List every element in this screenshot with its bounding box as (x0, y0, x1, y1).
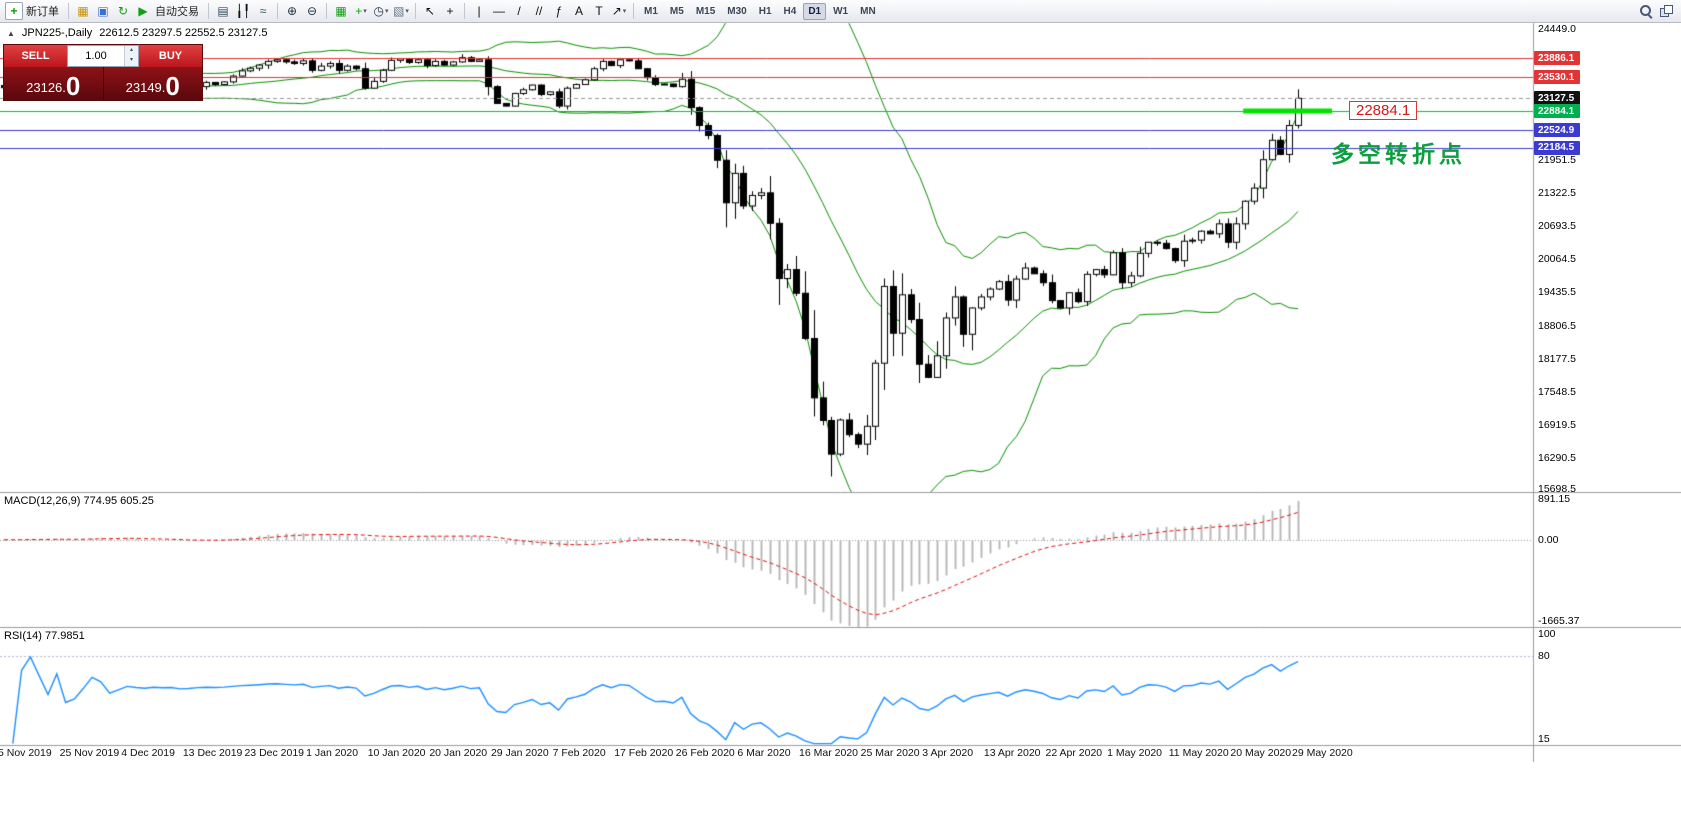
timeframe-button-MN[interactable]: MN (860, 5, 876, 17)
buy-price-big: 0 (165, 71, 180, 101)
volume-stepper: ▴ ▾ (67, 45, 139, 67)
period-icon[interactable]: ◷ ▾ (373, 4, 389, 18)
templates-icon[interactable]: ▧ ▾ (393, 4, 409, 18)
timeframe-button-H4[interactable]: H4 (783, 5, 797, 17)
vertical-line-icon[interactable]: | (477, 4, 481, 18)
sell-button[interactable]: SELL (4, 45, 67, 67)
timeframe-button-M5[interactable]: M5 (669, 5, 684, 17)
buy-button[interactable]: BUY (139, 45, 202, 67)
toolbar-separator (68, 3, 69, 19)
macd-indicator-label: MACD(12,26,9) 774.95 605.25 (4, 495, 154, 507)
arrows-icon[interactable]: ↗ ▾ (611, 4, 627, 18)
main-toolbar: + 新订单 ▦ ▣ ↻ ▶ 自动交易 ▤ ╽╿ ≈ ⊕ ⊖ ▦ + ▾ ◷ ▾ ▧ ▾ ↖ + | — ///ƒ A T ↗ ▾ M1 M… (0, 0, 1681, 23)
new-order-icon[interactable]: + (5, 2, 23, 20)
profiles-icon[interactable]: ▣ (97, 4, 109, 18)
search-icon[interactable] (1638, 3, 1656, 19)
rsi-indicator-label: RSI(14) 77.9851 (4, 630, 85, 642)
symbol-info-bar: ▲ JPN225-,Daily 22612.5 23297.5 22552.5 … (7, 27, 267, 39)
toolbar-separator (208, 3, 209, 19)
price-level-annotation: 22884.1 (1349, 101, 1418, 121)
timeframe-button-H1[interactable]: H1 (758, 5, 772, 17)
autotrading-label[interactable]: 自动交易 (155, 6, 199, 18)
toolbar-separator (415, 3, 416, 19)
grid-icon[interactable]: ▦ (335, 4, 347, 18)
sell-price-big: 0 (65, 71, 81, 101)
timeframe-button-M30[interactable]: M30 (727, 5, 747, 17)
chart-ohlc-values: 22612.5 23297.5 22552.5 23127.5 (99, 27, 268, 39)
bar-chart-icon[interactable]: ▤ (217, 4, 229, 18)
zoom-in-icon[interactable]: ⊕ (286, 4, 298, 18)
volume-input[interactable] (68, 46, 124, 66)
cursor-icon[interactable]: ↖ (424, 4, 436, 18)
new-order-label[interactable]: 新订单 (26, 6, 59, 18)
crosshair-icon[interactable]: + (446, 4, 454, 18)
horizontal-line-icon[interactable]: — (493, 4, 505, 18)
sell-price[interactable]: 23126. 0 (4, 67, 103, 100)
trade-panel-divider (102, 67, 104, 100)
sell-price-small: 23126. (26, 80, 66, 95)
line-chart-icon[interactable]: ≈ (259, 4, 267, 18)
autotrading-play-icon[interactable]: ▶ (138, 4, 148, 18)
turning-point-annotation: 多空转折点 (1331, 141, 1466, 168)
timeframe-button-M15[interactable]: M15 (695, 5, 716, 17)
timeframe-button-D1[interactable]: D1 (803, 2, 827, 20)
timeframe-button-M1[interactable]: M1 (644, 5, 658, 17)
trendline-icon[interactable]: / (517, 4, 521, 18)
toolbar-separator (464, 3, 465, 19)
chart-title: JPN225-,Daily (21, 27, 93, 39)
refresh-icon[interactable]: ↻ (117, 4, 129, 18)
buy-price[interactable]: 23149. 0 (103, 67, 202, 101)
timeframe-button-W1[interactable]: W1 (833, 5, 849, 17)
one-click-trading-panel: SELL ▴ ▾ BUY 23126.0 23149.0 (3, 44, 203, 101)
volume-spin-buttons: ▴ ▾ (124, 46, 138, 66)
channel-icon[interactable]: // (535, 4, 543, 18)
buy-price-small: 23149. (125, 80, 166, 95)
volume-down-icon[interactable]: ▾ (125, 56, 138, 66)
volume-up-icon[interactable]: ▴ (125, 46, 138, 56)
candlestick-icon[interactable]: ╽╿ (235, 4, 251, 18)
toolbar-separator (277, 3, 278, 19)
charts-icon[interactable]: ▦ (77, 4, 89, 18)
label-icon[interactable]: T (595, 4, 603, 18)
fibonacci-icon[interactable]: ƒ (555, 4, 563, 18)
zoom-out-icon[interactable]: ⊖ (306, 4, 318, 18)
panel-collapse-icon[interactable]: ▲ (7, 28, 15, 38)
toolbar-separator (633, 3, 634, 19)
windows-icon[interactable] (1658, 3, 1676, 19)
toolbar-separator (326, 3, 327, 19)
indicators-icon[interactable]: + ▾ (355, 4, 367, 18)
text-icon[interactable]: A (574, 4, 583, 18)
